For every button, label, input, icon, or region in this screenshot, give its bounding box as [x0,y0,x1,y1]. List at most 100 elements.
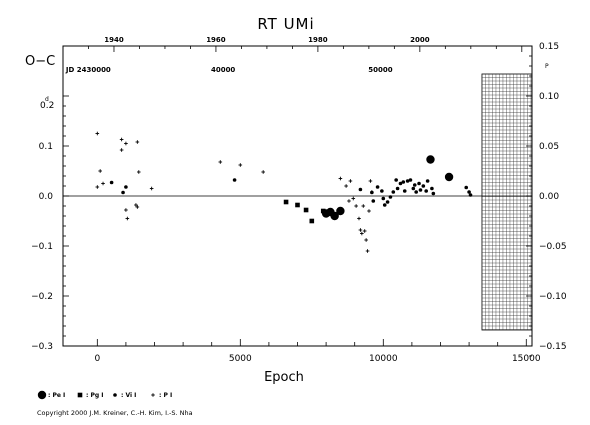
pe-point [336,206,345,216]
right-tick-label: −0.10 [539,292,567,302]
p-point [95,131,100,136]
legend: : Pe I: Pg I: Vi I: P I [37,390,172,400]
p-point [360,231,364,236]
year-tick-label: 2000 [410,36,430,44]
vi-point [402,189,407,193]
p-point [361,204,366,208]
p-point [124,208,128,212]
year-tick-label: 1960 [206,36,226,44]
vi-point [467,190,471,194]
jd-tick-label: 40000 [211,66,235,74]
jd-tick-label: 50000 [368,66,392,74]
x-axis-label: Epoch [264,370,304,385]
vi-point [425,179,430,183]
p-point [261,170,265,174]
p-point [124,141,128,146]
y-tick-label: 0.0 [39,192,54,202]
p-point [119,148,124,152]
right-tick-label: 0.05 [539,142,559,152]
p-point [358,228,363,232]
pe-point [330,211,339,221]
p-point [365,249,370,253]
vi-point [124,185,128,189]
vi-point [380,189,384,193]
vi-point [418,188,423,192]
p-point [136,170,141,174]
y-tick-label: −0.1 [31,242,53,252]
vi-point [464,185,469,190]
p-point [362,229,367,233]
p-point [344,184,348,188]
year-tick-label: 1980 [308,36,328,44]
vi-point [375,185,380,189]
vi-point [431,191,436,196]
pg-point [303,207,309,213]
right-tick-label: 0.00 [539,192,559,202]
legend-label: : P I [159,392,172,399]
p-point [338,176,343,181]
hatched-future-region [481,73,533,331]
top-axis-ticks: 1940 1960 1980 2000 JD 2430000 40000 50000 [62,36,523,74]
pg-point [309,218,315,224]
vi-point [405,179,410,183]
year-tick-label: 1940 [104,36,124,44]
y-top-label-unit: d [45,96,49,103]
vi-point [421,184,426,188]
x-tick-label: 15000 [512,354,541,364]
p-point [354,204,358,208]
vi-point [468,193,473,197]
vi-point [113,393,117,397]
vi-point [414,190,418,194]
vi-point [382,203,387,207]
right-tick-label: 0.10 [539,92,559,102]
p-point [135,205,140,209]
p-point [357,216,361,221]
y-tick-label: −0.3 [31,342,53,352]
p-point [95,185,100,189]
vi-point [121,190,125,195]
vi-point [371,199,376,203]
data-points [95,131,473,253]
pg-point [77,392,83,398]
vi-point [401,180,406,184]
vi-point [424,189,428,193]
vi-point [411,186,416,191]
p-point [364,238,368,242]
vi-point [395,186,400,191]
left-axis-ticks: 0.1 0.0 −0.1 −0.2 −0.3 [31,95,69,352]
pg-point [320,208,326,214]
legend-label: : Pe I [48,392,65,399]
copyright-text: Copyright 2000 J.M. Kreiner, C.-H. Kim, … [37,409,193,417]
p-point [348,179,353,183]
vi-point [381,196,386,201]
pg-point [295,202,300,208]
right-tick-label: −0.15 [539,342,567,352]
p-point [370,190,374,194]
vi-point [232,178,237,182]
pe-point [444,172,454,182]
right-tick-label: −0.05 [539,242,567,252]
y-tick-label: −0.2 [31,292,53,302]
vi-point [385,200,390,204]
vi-point [417,181,421,186]
bottom-axis-ticks: 0 5000 10000 15000 [94,339,541,364]
p-point [135,140,140,144]
chart-title: RT UMi [257,15,314,33]
legend-label: : Vi I [121,392,136,399]
jd-tick-label: JD 2430000 [65,66,111,74]
p-point [218,160,223,164]
x-tick-label: 5000 [229,354,252,364]
p-point [351,196,356,201]
vi-point [408,178,413,182]
right-axis-unit: P [545,63,549,70]
pe-point [37,390,47,400]
p-point [367,209,371,213]
vi-point [430,186,434,191]
right-axis-ticks: 0.15 0.10 0.05 0.00 −0.05 −0.10 −0.15 [526,42,567,357]
p-point [368,179,373,183]
p-point [119,137,124,142]
right-tick-label: 0.15 [539,42,559,52]
y-tick-label: 0.1 [39,142,53,152]
p-point [149,186,154,191]
